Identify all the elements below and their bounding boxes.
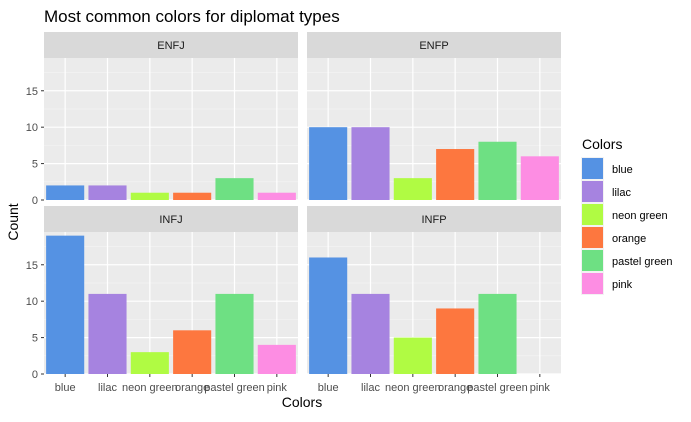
legend: Colors blue lilac neon green orange pastel g… [581,136,673,295]
bar-enfj-pastel-green [215,178,254,200]
chart-title: Most common colors for diplomat types [44,7,340,26]
bar-enfp-pink [520,156,559,200]
panels-layer: ENFJ 0 5 10 15 ENFP INFJ 0 5 10 15 blue lilac neon gr… [26,32,561,394]
bar-infp-pastel-green [478,293,517,374]
facet-panel-enfp: ENFP [307,32,561,201]
facet-panel-enfj: ENFJ 0 5 10 15 [26,32,298,207]
x-tick-label: orange [175,382,209,394]
bar-infp-blue [309,257,348,374]
bar-enfj-blue [46,185,85,200]
y-tick-label: 10 [26,122,38,134]
x-tick-label: blue [318,382,339,394]
legend-swatch-pink [582,273,603,294]
y-axis-title: Count [5,203,21,240]
y-tick-label: 15 [26,86,38,98]
facet-strip [44,32,298,58]
legend-swatch-lilac [582,181,603,202]
legend-swatch-neon-green [582,204,603,225]
bar-infj-lilac [88,293,127,374]
legend-title: Colors [582,136,622,152]
bar-enfp-blue [309,127,348,200]
facet-label: INFJ [159,214,182,226]
bar-enfp-pastel-green [478,141,517,200]
legend-label: pastel green [612,256,673,268]
y-tick-label: 0 [32,195,38,207]
facet-label: ENFP [419,40,448,52]
facet-panel-infj: INFJ 0 5 10 15 blue lilac neon greenorangepaste… [26,206,298,394]
legend-label: lilac [612,187,631,199]
bar-infp-neon-green [393,337,432,374]
bar-infj-pastel-green [215,293,254,374]
facet-label: ENFJ [157,40,185,52]
x-tick-label: lilac [98,382,117,394]
legend-label: pink [612,279,633,291]
facet-strip [307,32,561,58]
bar-infj-blue [46,235,85,374]
x-tick-label: lilac [361,382,380,394]
legend-swatch-blue [582,158,603,179]
bar-infp-lilac [351,293,390,374]
y-tick-label: 15 [26,260,38,272]
x-tick-label: pastel green [467,382,528,394]
x-tick-label: neon green [385,382,441,394]
x-tick-label: orange [438,382,472,394]
bar-infj-pink [257,344,296,374]
panel-background [44,232,298,374]
bar-enfp-neon-green [393,178,432,200]
bar-enfj-neon-green [130,192,169,200]
panel-background [307,232,561,374]
bar-enfp-lilac [351,127,390,200]
facet-strip [44,206,298,232]
facet-strip [307,206,561,232]
x-axis-title: Colors [282,394,322,410]
bar-enfp-orange [436,149,475,200]
y-tick-label: 5 [32,333,38,345]
x-tick-label: pink [530,382,551,394]
bar-enfj-pink [257,192,296,200]
legend-swatch-pastel-green [582,250,603,271]
x-tick-label: blue [55,382,76,394]
bar-infj-orange [173,330,212,374]
facet-label: INFP [421,214,446,226]
panel-background [307,58,561,200]
legend-label: neon green [612,210,668,222]
y-tick-label: 10 [26,296,38,308]
panel-background [44,58,298,200]
y-tick-label: 0 [32,369,38,381]
x-tick-label: pastel green [204,382,265,394]
x-tick-label: neon green [122,382,178,394]
y-tick-label: 5 [32,159,38,171]
bar-enfj-orange [173,192,212,200]
legend-swatch-orange [582,227,603,248]
bar-enfj-lilac [88,185,127,200]
bar-infp-orange [436,308,475,374]
bar-infj-neon-green [130,352,169,374]
legend-label: orange [612,233,646,245]
x-tick-label: pink [267,382,288,394]
legend-label: blue [612,164,633,176]
